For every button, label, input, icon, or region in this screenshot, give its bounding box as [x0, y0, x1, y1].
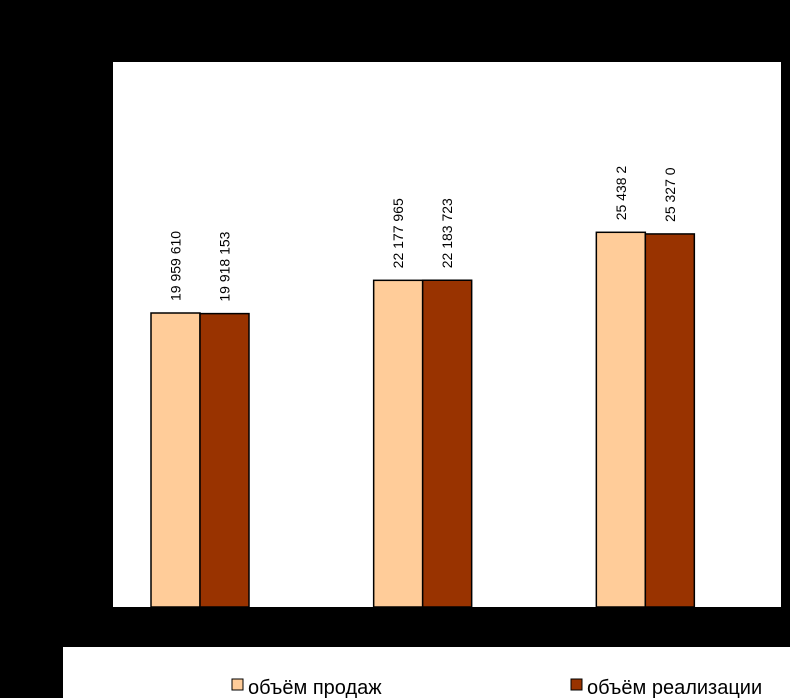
bar-series-0-cat-1	[372, 279, 424, 608]
bars-group	[150, 231, 696, 608]
legend-swatch-realization	[570, 678, 583, 691]
bar-series-1-cat-1	[421, 279, 473, 608]
bar-series-0-cat-2	[595, 231, 647, 608]
data-label-series-0-cat-1: 22 177 965	[390, 198, 406, 268]
bar-series-1-cat-2	[644, 233, 696, 608]
bar-series-0-cat-0	[150, 312, 201, 608]
data-label-series-1-cat-0: 19 918 153	[217, 231, 233, 301]
legend: объём продаж объём реализации	[231, 677, 762, 698]
bar-series-1-cat-0	[199, 312, 250, 608]
data-label-series-0-cat-0: 19 959 610	[168, 231, 184, 301]
legend-area	[63, 647, 790, 698]
data-label-series-1-cat-1: 22 183 723	[439, 198, 455, 268]
legend-label-realization: объём реализации	[587, 677, 762, 698]
data-label-series-1-cat-2: 25 327 0	[662, 167, 678, 222]
legend-swatch-sales	[231, 678, 244, 691]
data-label-series-0-cat-2: 25 438 2	[613, 166, 629, 221]
legend-label-sales: объём продаж	[248, 677, 382, 698]
data-labels-group: 19 959 610 19 918 153 22 177 965 22 183 723…	[168, 166, 678, 302]
